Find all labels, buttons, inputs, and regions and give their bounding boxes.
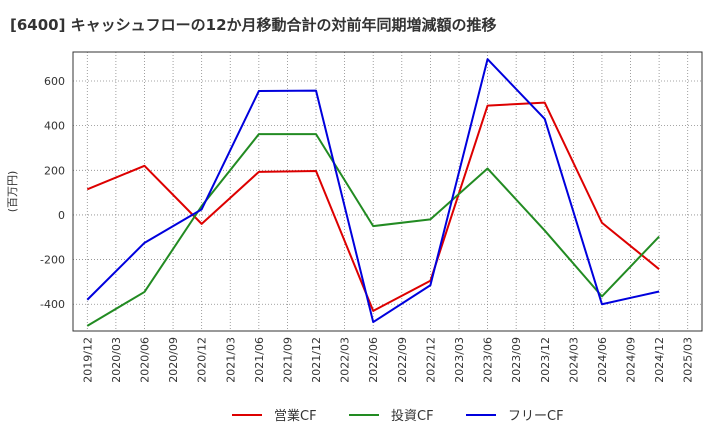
y-tick-label: -200 [40,254,65,267]
x-axis-ticks: 2019/12 2020/03 2020/06 2020/09 2020/12 2021/… [81,337,694,383]
legend-label: フリーCF [508,409,564,424]
x-tick-label: 2025/03 [682,337,695,383]
legend-label: 投資CF [391,408,434,424]
x-tick-label: 2023/09 [510,337,523,383]
x-tick-label: 2020/09 [167,337,180,383]
series-lines [86,58,660,327]
x-tick-label: 2022/09 [396,337,409,383]
x-tick-label: 2023/03 [453,337,466,383]
x-tick-label: 2022/06 [367,337,380,383]
series-line [86,133,660,327]
y-tick-label: 0 [58,209,65,222]
series-line [86,58,660,324]
series-line [86,101,660,312]
chart-title: [6400] キャッシュフローの12か月移動合計の対前年同期増減額の推移 [10,16,497,34]
x-tick-label: 2022/12 [424,337,437,383]
x-tick-label: 2021/12 [310,337,323,383]
x-tick-label: 2023/12 [539,337,552,383]
x-tick-label: 2023/06 [482,337,495,383]
x-tick-label: 2024/09 [625,337,638,383]
x-tick-label: 2024/03 [567,337,580,383]
x-tick-label: 2020/06 [138,337,151,383]
x-tick-label: 2021/03 [224,337,237,383]
x-tick-label: 2019/12 [81,337,94,383]
x-tick-label: 2022/03 [339,337,352,383]
y-tick-label: 400 [44,120,65,133]
y-axis-label: (百万円) [6,171,19,213]
x-tick-label: 2020/12 [196,337,209,383]
y-tick-label: 200 [44,164,65,177]
legend-label: 営業CF [274,408,317,424]
x-tick-label: 2021/09 [281,337,294,383]
x-tick-label: 2024/06 [596,337,609,383]
legend: 営業CF 投資CF フリーCF [232,408,564,424]
y-tick-label: -400 [40,298,65,311]
y-tick-label: 600 [44,75,65,88]
x-tick-label: 2020/03 [110,337,123,383]
y-axis-ticks: -400 -200 0 200 400 600 [40,75,65,311]
plot-border [72,51,703,332]
x-tick-label: 2021/06 [253,337,266,383]
x-tick-label: 2024/12 [653,337,666,383]
